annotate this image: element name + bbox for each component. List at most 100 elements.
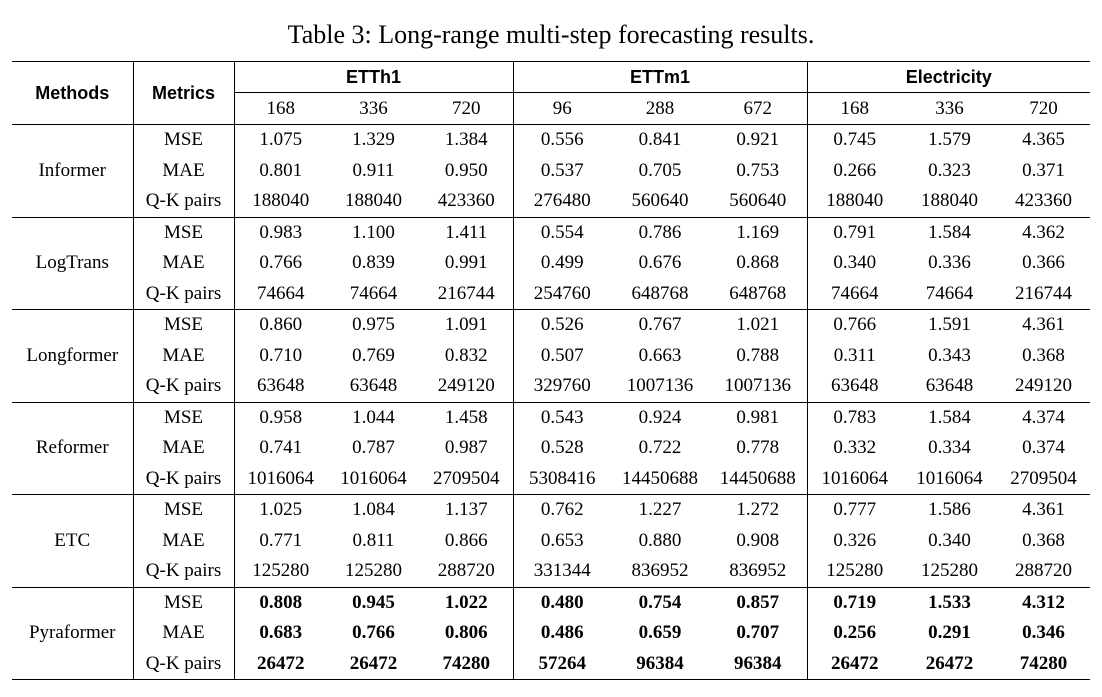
metric-value: 0.343 bbox=[928, 344, 971, 366]
metric-value: 0.866 bbox=[420, 525, 514, 556]
metric-name: MAE bbox=[133, 618, 235, 649]
metric-value: 1007136 bbox=[709, 371, 808, 402]
metric-value: 0.499 bbox=[540, 252, 584, 274]
metric-value: 0.719 bbox=[807, 586, 903, 618]
metric-value: 1.044 bbox=[327, 401, 420, 433]
table-body: Informer MSE 1.075 1.329 1.384 0.556 0.841 0.92… bbox=[12, 124, 1091, 680]
metric-value: 1.411 bbox=[420, 216, 514, 248]
metric-value: 0.801 bbox=[259, 159, 303, 181]
metric-name: MSE bbox=[133, 494, 235, 526]
metric-value: 0.950 bbox=[420, 155, 514, 186]
metric-value: 1.272 bbox=[709, 494, 808, 526]
metric-value: 0.778 bbox=[709, 433, 808, 464]
metric-value: 0.766 bbox=[352, 622, 395, 644]
metric-value: 0.346 bbox=[1022, 622, 1065, 644]
metric-value: 0.486 bbox=[540, 622, 584, 644]
metric-value: 0.556 bbox=[513, 124, 611, 156]
metric-value: 0.266 bbox=[833, 159, 877, 181]
metric-value: 0.783 bbox=[807, 401, 903, 433]
metric-value: 0.958 bbox=[234, 401, 327, 433]
metric-value: 0.791 bbox=[807, 216, 903, 248]
metric-value: 0.839 bbox=[352, 252, 395, 274]
table-row: MAE 0.741 0.787 0.987 0.528 0.722 0.778 0.332 0.… bbox=[12, 433, 1090, 464]
metric-value: 0.754 bbox=[611, 586, 709, 618]
methods-header: Methods bbox=[12, 61, 134, 125]
metric-value: 0.766 bbox=[807, 309, 903, 341]
metric-value: 0.311 bbox=[833, 344, 876, 366]
metric-value: 0.745 bbox=[807, 124, 903, 156]
metric-value: 0.507 bbox=[540, 344, 584, 366]
dataset-header-ettm1: ETTm1 bbox=[513, 61, 808, 93]
metric-name: Q-K pairs bbox=[133, 278, 235, 310]
metric-value: 0.991 bbox=[420, 248, 514, 279]
metric-value: 0.786 bbox=[611, 216, 709, 248]
metric-value: 63648 bbox=[925, 375, 974, 397]
metric-value: 423360 bbox=[420, 186, 514, 217]
metric-value: 0.554 bbox=[513, 216, 611, 248]
metric-value: 0.326 bbox=[833, 529, 877, 551]
metric-name: MAE bbox=[133, 525, 235, 556]
metric-value: 4.361 bbox=[997, 309, 1091, 341]
metric-name: MSE bbox=[133, 586, 235, 618]
metric-value: 0.683 bbox=[259, 622, 303, 644]
metric-value: 1.329 bbox=[327, 124, 420, 156]
metric-value: 4.312 bbox=[997, 586, 1091, 618]
table-row: Informer MSE 1.075 1.329 1.384 0.556 0.841 0.92… bbox=[12, 124, 1091, 217]
table-row: Pyraformer MSE 0.808 0.945 1.022 0.480 0.754 0.… bbox=[12, 586, 1091, 680]
method-name: ETC bbox=[12, 494, 134, 587]
horizon-header: 336 bbox=[902, 92, 998, 125]
metric-value: 276480 bbox=[533, 190, 591, 212]
metric-value: 4.361 bbox=[997, 494, 1091, 526]
table-row: MAE 0.683 0.766 0.806 0.486 0.659 0.707 0.256 0.… bbox=[12, 618, 1090, 649]
metric-value: 0.663 bbox=[638, 344, 682, 366]
metric-value: 0.806 bbox=[420, 618, 514, 649]
metric-name: MSE bbox=[133, 216, 235, 248]
metric-value: 0.945 bbox=[327, 586, 420, 618]
table-row: Q-K pairs 63648 63648 249120 329760 1007136 10… bbox=[12, 371, 1090, 402]
metrics-header: Metrics bbox=[133, 61, 235, 125]
method-name: LogTrans bbox=[12, 216, 134, 310]
metric-value: 1016064 bbox=[247, 467, 315, 489]
metric-value: 560640 bbox=[709, 186, 808, 217]
metric-value: 0.256 bbox=[833, 622, 877, 644]
metric-name: Q-K pairs bbox=[133, 556, 235, 587]
metric-value: 1.075 bbox=[234, 124, 327, 156]
metric-value: 26472 bbox=[902, 648, 998, 680]
metric-value: 5308416 bbox=[529, 467, 596, 489]
metric-value: 188040 bbox=[826, 190, 884, 212]
metric-value: 0.332 bbox=[833, 437, 877, 459]
metric-value: 0.340 bbox=[928, 529, 971, 551]
metric-value: 0.777 bbox=[807, 494, 903, 526]
metric-value: 63648 bbox=[257, 375, 305, 397]
metric-value: 0.908 bbox=[709, 525, 808, 556]
metric-value: 1.384 bbox=[420, 124, 514, 156]
metric-value: 249120 bbox=[420, 371, 514, 402]
metric-value: 423360 bbox=[1015, 190, 1073, 212]
metric-value: 254760 bbox=[533, 282, 591, 304]
metric-value: 1.021 bbox=[709, 309, 808, 341]
metric-value: 0.857 bbox=[709, 586, 808, 618]
metric-value: 1.579 bbox=[902, 124, 998, 156]
metric-value: 1.584 bbox=[902, 216, 998, 248]
metric-value: 0.762 bbox=[513, 494, 611, 526]
metric-value: 0.659 bbox=[638, 622, 682, 644]
metric-value: 4.365 bbox=[997, 124, 1091, 156]
metric-value: 188040 bbox=[252, 190, 310, 212]
metric-value: 74280 bbox=[997, 648, 1091, 680]
metric-value: 0.808 bbox=[234, 586, 327, 618]
horizon-header: 720 bbox=[420, 92, 514, 125]
table-row: MAE 0.801 0.911 0.950 0.537 0.705 0.753 0.266 0.… bbox=[12, 155, 1090, 186]
dataset-header-electricity: Electricity bbox=[807, 61, 1091, 93]
method-name: Reformer bbox=[12, 401, 134, 495]
metric-value: 74280 bbox=[420, 648, 514, 680]
metric-value: 0.987 bbox=[420, 433, 514, 464]
metric-value: 0.771 bbox=[259, 529, 303, 551]
metric-value: 1.022 bbox=[420, 586, 514, 618]
metric-value: 0.528 bbox=[540, 437, 584, 459]
metric-value: 0.374 bbox=[1022, 437, 1065, 459]
metric-value: 74664 bbox=[349, 282, 398, 304]
metric-value: 1.084 bbox=[327, 494, 420, 526]
metric-value: 125280 bbox=[252, 560, 310, 582]
metric-name: MAE bbox=[133, 433, 235, 464]
metric-value: 0.788 bbox=[709, 340, 808, 371]
